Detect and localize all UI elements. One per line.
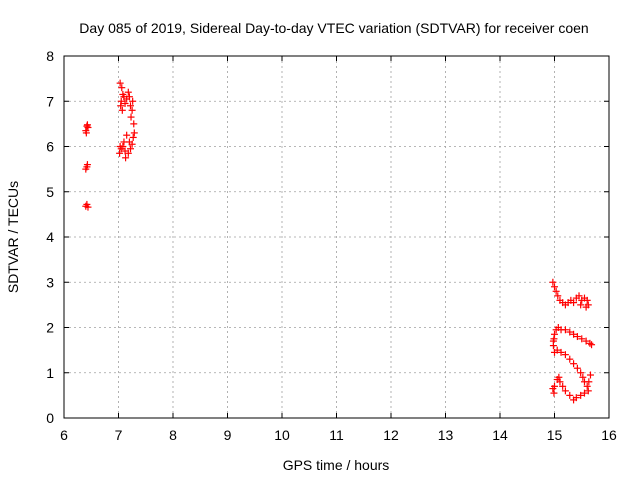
y-tick-label: 2	[46, 320, 54, 336]
data-point	[561, 326, 569, 334]
y-tick-label: 4	[46, 229, 54, 245]
x-tick-label: 16	[601, 427, 617, 443]
data-point	[130, 129, 138, 137]
data-point	[586, 371, 594, 379]
data-point	[121, 147, 129, 155]
data-point	[84, 203, 92, 211]
data-point	[125, 138, 133, 146]
y-tick-label: 6	[46, 139, 54, 155]
data-point	[128, 106, 136, 114]
y-tick-label: 7	[46, 93, 54, 109]
data-point	[553, 346, 561, 354]
data-point	[129, 133, 137, 141]
data-point	[116, 149, 124, 157]
data-point	[121, 100, 129, 108]
data-point	[584, 387, 592, 395]
y-tick-label: 0	[46, 410, 54, 426]
data-point	[566, 328, 574, 336]
data-point	[549, 342, 557, 350]
data-point	[550, 389, 558, 397]
data-point	[122, 154, 130, 162]
data-point	[549, 385, 557, 393]
y-tick-label: 3	[46, 274, 54, 290]
data-point	[126, 145, 134, 153]
y-axis-label: SDTVAR / TECUs	[5, 181, 21, 293]
y-tick-label: 5	[46, 184, 54, 200]
data-point	[570, 299, 578, 307]
data-point	[130, 120, 138, 128]
data-point	[588, 341, 596, 349]
data-point	[570, 330, 578, 338]
data-points	[82, 79, 596, 404]
data-point	[83, 163, 91, 171]
x-tick-label: 11	[329, 427, 344, 443]
data-point	[126, 102, 134, 110]
data-point	[583, 382, 591, 390]
data-point	[116, 143, 124, 150]
data-point	[583, 296, 591, 304]
x-tick-label: 9	[224, 427, 232, 443]
x-tick-label: 13	[438, 427, 454, 443]
data-point	[577, 391, 585, 399]
data-point	[117, 102, 125, 110]
data-point	[582, 337, 590, 345]
x-axis-label: GPS time / hours	[283, 457, 390, 473]
chart-title: Day 085 of 2019, Sidereal Day-to-day VTE…	[79, 20, 588, 36]
data-point	[577, 301, 585, 309]
x-tick-label: 12	[383, 427, 399, 443]
data-point	[559, 382, 567, 390]
data-point	[573, 333, 581, 341]
y-tick-label: 8	[46, 48, 54, 64]
data-point	[118, 106, 126, 114]
data-point	[575, 292, 583, 300]
data-point	[116, 79, 124, 87]
data-point	[566, 355, 574, 363]
data-point	[586, 339, 594, 347]
data-point	[123, 131, 131, 139]
data-point	[579, 373, 587, 381]
data-point	[578, 335, 586, 343]
y-tick-label: 1	[46, 365, 54, 381]
data-point	[570, 360, 578, 368]
data-point	[125, 93, 133, 101]
x-tick-label: 7	[115, 427, 123, 443]
data-point	[118, 84, 126, 92]
data-point	[83, 121, 91, 129]
data-point	[566, 391, 574, 399]
data-point	[585, 378, 593, 386]
data-point	[552, 287, 560, 295]
data-point	[570, 396, 578, 404]
x-tick-label: 6	[60, 427, 68, 443]
data-point	[124, 88, 132, 96]
data-point	[82, 129, 90, 137]
data-point	[550, 335, 558, 343]
data-point	[551, 283, 558, 291]
data-point	[561, 351, 569, 359]
grid	[64, 56, 609, 418]
x-tick-label: 15	[547, 427, 563, 443]
data-point	[561, 387, 569, 395]
data-point	[573, 364, 581, 372]
x-tick-label: 10	[274, 427, 290, 443]
data-point	[129, 97, 137, 105]
data-point	[580, 389, 588, 397]
data-point	[549, 278, 557, 286]
data-point	[577, 369, 585, 377]
data-point	[582, 303, 590, 311]
data-point	[127, 113, 135, 121]
data-point	[553, 376, 561, 384]
data-point	[557, 348, 565, 356]
x-tick-label: 8	[169, 427, 177, 443]
x-tick-label: 14	[492, 427, 508, 443]
data-point	[554, 292, 562, 300]
